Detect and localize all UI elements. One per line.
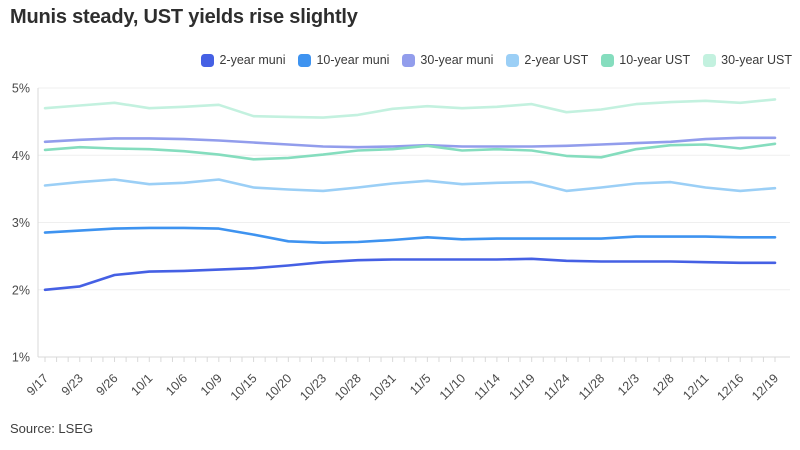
x-axis-label: 10/1 [128, 371, 155, 398]
legend-swatch-icon [506, 53, 520, 67]
y-axis-label: 5% [12, 82, 30, 96]
legend-item-30-year-muni: 30-year muni [402, 53, 493, 67]
series-line-2-year-ust [43, 178, 777, 193]
x-axis-label: 11/10 [437, 371, 468, 402]
legend-swatch-icon [703, 53, 717, 67]
legend-label: 10-year UST [619, 53, 691, 67]
source-note: Source: LSEG [10, 421, 94, 436]
x-axis-label: 11/24 [541, 371, 572, 402]
x-axis-label: 10/9 [198, 371, 225, 398]
x-axis-label: 10/31 [367, 371, 399, 403]
x-axis-label: 11/19 [506, 371, 537, 402]
line-chart: 1%2%3%4%5%9/17 9/23 9/26 10/1 10/6 10/9 10/15 1… [12, 82, 790, 403]
y-axis-label: 2% [12, 283, 30, 297]
series-line-10-year-ust [43, 142, 777, 161]
legend-swatch-icon [201, 53, 215, 67]
x-axis-label: 10/20 [262, 371, 294, 403]
x-axis-label: 9/26 [94, 371, 121, 398]
x-axis-label: 10/23 [297, 371, 329, 403]
legend-item-10-year-ust: 10-year UST [601, 53, 690, 67]
legend-label: 30-year muni [420, 53, 494, 67]
x-axis-label: 12/11 [680, 371, 711, 402]
x-axis-label: 11/5 [407, 371, 433, 397]
y-axis-label: 1% [12, 351, 30, 365]
x-axis-label: 9/17 [24, 371, 51, 398]
legend-swatch-icon [601, 53, 615, 67]
legend-label: 30-year UST [721, 53, 792, 67]
chart-title: Munis steady, UST yields rise slightly [10, 6, 358, 28]
legend-label: 2-year muni [219, 53, 286, 67]
legend-item-30-year-ust: 30-year UST [703, 53, 792, 67]
y-axis-label: 3% [12, 216, 30, 230]
series-line-2-year-muni [43, 257, 777, 292]
y-axis-label: 4% [12, 149, 30, 163]
x-axis-label: 12/8 [650, 371, 677, 398]
legend-item-10-year-muni: 10-year muni [298, 53, 389, 67]
x-axis-label: 10/15 [228, 371, 260, 403]
x-axis-label: 12/3 [615, 371, 642, 398]
x-axis-label: 12/16 [714, 371, 746, 403]
series-line-30-year-ust [43, 98, 777, 119]
x-axis-label: 11/14 [472, 371, 503, 402]
legend: 2-year muni 10-year muni 30-year muni 2-yea… [201, 53, 792, 67]
legend-item-2-year-muni: 2-year muni [201, 53, 285, 67]
legend-item-2-year-ust: 2-year UST [506, 53, 588, 67]
legend-swatch-icon [402, 53, 416, 67]
x-axis-label: 11/28 [576, 371, 607, 402]
legend-label: 10-year muni [316, 53, 390, 67]
x-axis-label: 10/6 [163, 371, 190, 398]
x-axis-label: 12/19 [749, 371, 781, 403]
series-line-10-year-muni [43, 226, 777, 244]
legend-label: 2-year UST [524, 53, 589, 67]
series-line-30-year-muni [43, 136, 777, 149]
legend-swatch-icon [298, 53, 312, 67]
x-axis-label: 10/28 [332, 371, 364, 403]
x-axis-label: 9/23 [59, 371, 86, 398]
